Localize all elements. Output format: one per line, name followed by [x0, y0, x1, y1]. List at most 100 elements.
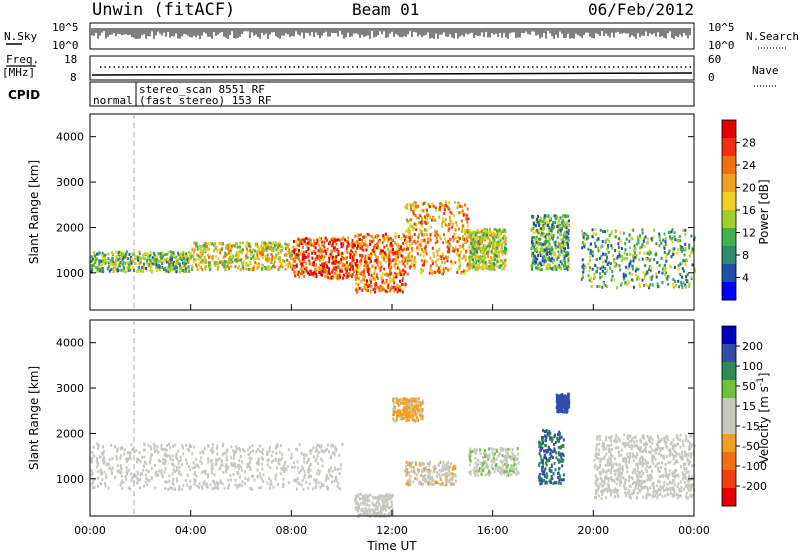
power-cell [599, 257, 601, 260]
velocity-cell [269, 446, 271, 449]
velocity-cell [317, 462, 319, 465]
velocity-cell [251, 444, 253, 447]
power-cell [318, 237, 320, 240]
velocity-cell [275, 459, 277, 462]
power-cell [677, 248, 679, 251]
power-cell [611, 270, 613, 273]
velocity-cell [143, 443, 145, 446]
power-cell [242, 248, 244, 251]
power-cell [665, 260, 667, 263]
power-cell [436, 237, 438, 240]
power-cell [678, 268, 680, 271]
velocity-cell [258, 459, 260, 462]
power-cell [214, 242, 216, 245]
power-cell [459, 254, 461, 257]
power-cell [350, 249, 352, 252]
velocity-cell [97, 447, 99, 450]
power-cell [443, 233, 445, 236]
velocity-cell [267, 464, 269, 467]
power-cell [563, 250, 565, 253]
velocity-cell [133, 451, 135, 454]
power-cell [123, 261, 125, 264]
velocity-cell [288, 448, 290, 451]
power-cell [118, 251, 120, 254]
power-cell [172, 268, 174, 271]
power-cell [157, 260, 159, 263]
power-cell [322, 258, 324, 261]
velocity-cell [452, 468, 454, 471]
power-cell [642, 243, 644, 246]
power-cell [102, 262, 104, 265]
power-cell [471, 249, 473, 252]
power-cell [567, 225, 569, 228]
velocity-cell [160, 444, 162, 447]
power-cell [315, 264, 317, 267]
power-cell [626, 257, 628, 260]
velocity-cell [226, 468, 228, 471]
velocity-cell [248, 465, 250, 468]
velocity-cell [100, 456, 102, 459]
power-cell [373, 250, 375, 253]
velocity-cell [261, 468, 263, 471]
power-cell [474, 245, 476, 248]
velocity-cell [304, 470, 306, 473]
velocity-cell [330, 456, 332, 459]
power-cell [340, 261, 342, 264]
power-cell [462, 245, 464, 248]
velocity-cell [443, 461, 445, 464]
velocity-cell [151, 453, 153, 456]
power-cell [390, 250, 392, 253]
velocity-cell [250, 451, 252, 454]
power-cell [328, 260, 330, 263]
power-cell [314, 272, 316, 275]
power-cell [109, 270, 111, 273]
velocity-cell [221, 459, 223, 462]
power-cell [565, 215, 567, 218]
velocity-cell [142, 469, 144, 472]
velocity-cell [310, 450, 312, 453]
power-cell [459, 261, 461, 264]
power-cell [292, 268, 294, 271]
power-cell [387, 273, 389, 276]
power-cell [370, 289, 372, 292]
power-cell [363, 279, 365, 282]
velocity-cell [195, 479, 197, 482]
power-cell [611, 278, 613, 281]
power-cell [295, 241, 297, 244]
power-cell [388, 238, 390, 241]
power-cell [304, 256, 306, 259]
power-cell [664, 251, 666, 254]
velocity-cell [420, 417, 422, 420]
power-cell [483, 248, 485, 251]
power-cell [629, 246, 631, 249]
power-cell [250, 253, 252, 256]
power-cell [307, 255, 309, 258]
power-cell [312, 263, 314, 266]
velocity-cell [276, 467, 278, 470]
velocity-cell [420, 462, 422, 465]
velocity-cell [161, 469, 163, 472]
power-cell [434, 232, 436, 235]
velocity-cell [103, 461, 105, 464]
power-cell [582, 258, 584, 261]
power-cell [243, 261, 245, 264]
power-cell [689, 254, 691, 257]
power-cell [485, 230, 487, 233]
power-cell [531, 215, 533, 218]
velocity-cell [160, 447, 162, 450]
power-cell [490, 256, 492, 259]
power-cell [377, 244, 379, 247]
power-cell [647, 238, 649, 241]
power-cell [479, 262, 481, 265]
colorbar-tick-label: 12 [742, 227, 756, 240]
power-cell [372, 265, 374, 268]
colorbar-tick-label: 8 [742, 249, 749, 262]
power-cell [672, 283, 674, 286]
power-cell [182, 253, 184, 256]
power-cell [258, 262, 260, 265]
power-cell [140, 257, 142, 260]
power-cell [409, 256, 411, 259]
velocity-cell [145, 481, 147, 484]
power-cell [363, 243, 365, 246]
power-cell [432, 247, 434, 250]
